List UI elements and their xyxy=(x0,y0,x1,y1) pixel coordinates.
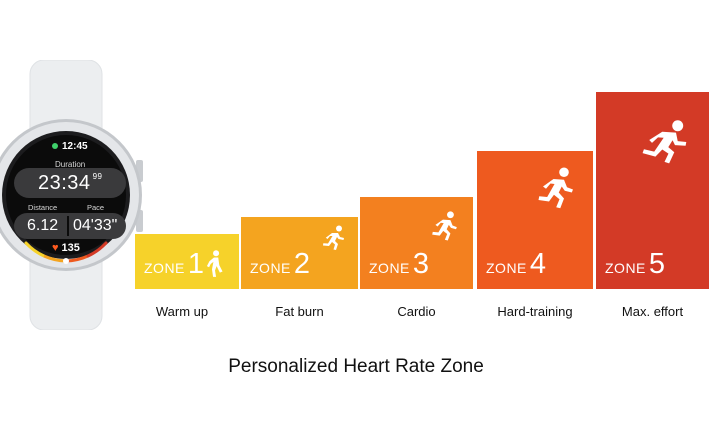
zone-label-4: ZONE 4 xyxy=(486,248,546,281)
distance-label: Distance xyxy=(28,203,58,212)
zone-label-2: ZONE 2 xyxy=(250,248,310,281)
running-icon xyxy=(432,211,457,241)
zone-bar-5: ZONE 5 xyxy=(596,92,709,289)
zone-label-5: ZONE 5 xyxy=(605,248,665,281)
heart-icon: ♥ xyxy=(52,242,59,254)
location-icon xyxy=(52,143,58,149)
page-title: Personalized Heart Rate Zone xyxy=(228,356,484,377)
zone-number: 2 xyxy=(293,248,311,280)
zone-number: 5 xyxy=(648,248,666,280)
walking-icon xyxy=(206,250,223,277)
zone-word: ZONE xyxy=(144,260,185,276)
distance-value: 6.12 xyxy=(27,217,59,234)
zone-name-2: Fat burn xyxy=(275,304,324,319)
watch-clock-value: 12:45 xyxy=(62,141,88,152)
zone-number: 1 xyxy=(187,248,205,280)
zone-number: 4 xyxy=(529,248,547,280)
pace-label: Pace xyxy=(87,203,105,212)
zone-number: 3 xyxy=(412,248,430,280)
zone-name-3: Cardio xyxy=(397,304,436,319)
pace-value: 04'33" xyxy=(73,217,118,234)
fast-running-icon xyxy=(538,167,573,209)
zone-word: ZONE xyxy=(605,260,646,276)
zone-word: ZONE xyxy=(486,260,527,276)
heart-rate: ♥ 135 xyxy=(52,242,80,254)
zone-bar-3: ZONE 3 xyxy=(360,197,473,289)
zone-name-1: Warm up xyxy=(155,304,209,319)
zone-bar-2: ZONE 2 xyxy=(241,217,358,289)
duration-label: Duration xyxy=(55,160,86,169)
zone-bar-1: ZONE 1 xyxy=(135,234,239,289)
heart-rate-value: 135 xyxy=(61,242,80,254)
zone-label-1: ZONE 1 xyxy=(144,248,204,281)
watch-body xyxy=(0,60,143,330)
jogging-icon xyxy=(323,225,344,250)
duration-main: 23:34 xyxy=(38,172,91,194)
sprinting-icon xyxy=(642,120,687,164)
zone-bar-4: ZONE 4 xyxy=(477,151,593,289)
duration-fraction: 99 xyxy=(92,172,103,181)
smartwatch-illustration: 12:45 Duration 23:34 99 Distance Pace 6.1… xyxy=(0,60,150,330)
zone-word: ZONE xyxy=(250,260,291,276)
duration-value: 23:34 99 xyxy=(38,172,102,195)
zone-label-3: ZONE 3 xyxy=(369,248,429,281)
watch-clock: 12:45 xyxy=(52,141,88,152)
zone-name-5: Max. effort xyxy=(621,304,684,319)
zone-word: ZONE xyxy=(369,260,410,276)
zone-name-4: Hard-training xyxy=(497,304,573,319)
